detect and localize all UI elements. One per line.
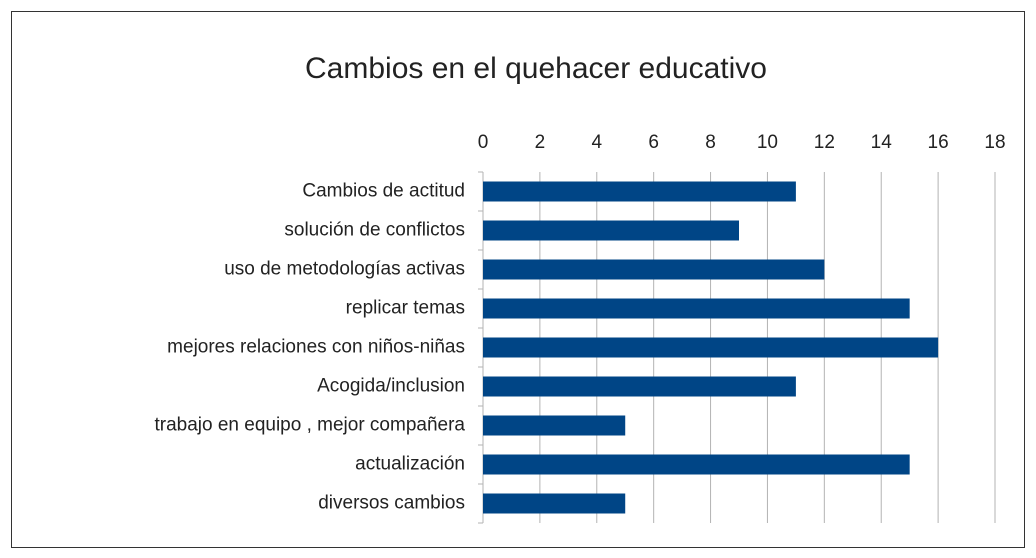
x-tick-label: 10: [757, 132, 778, 153]
y-tick-label: mejores relaciones con niños-niñas: [167, 337, 465, 358]
y-tick-label: Cambios de actitud: [302, 181, 465, 202]
y-tick-label: Acogida/inclusion: [317, 376, 465, 397]
y-tick-label: actualización: [355, 454, 465, 475]
bar: [483, 337, 939, 358]
y-tick-label: replicar temas: [346, 298, 465, 319]
x-tick-label: 14: [871, 132, 893, 153]
y-tick-label: diversos cambios: [318, 493, 465, 514]
bar: [483, 298, 910, 319]
bar: [483, 493, 626, 514]
y-tick-label: solución de conflictos: [284, 220, 465, 241]
x-tick-label: 4: [591, 132, 602, 153]
x-tick-label: 12: [814, 132, 835, 153]
chart-title: Cambios en el quehacer educativo: [305, 52, 767, 85]
x-tick-label: 6: [648, 132, 659, 153]
x-tick-label: 2: [535, 132, 546, 153]
bar: [483, 454, 910, 475]
bar: [483, 181, 796, 202]
x-tick-label: 16: [928, 132, 949, 153]
x-tick-label: 8: [705, 132, 716, 153]
bar: [483, 415, 626, 436]
x-tick-label: 0: [478, 132, 489, 153]
y-tick-label: uso de metodologías activas: [224, 259, 465, 280]
bar: [483, 376, 796, 397]
x-tick-label: 18: [984, 132, 1005, 153]
bar: [483, 259, 825, 280]
bar: [483, 220, 739, 241]
y-tick-label: trabajo en equipo , mejor compañera: [154, 415, 465, 436]
